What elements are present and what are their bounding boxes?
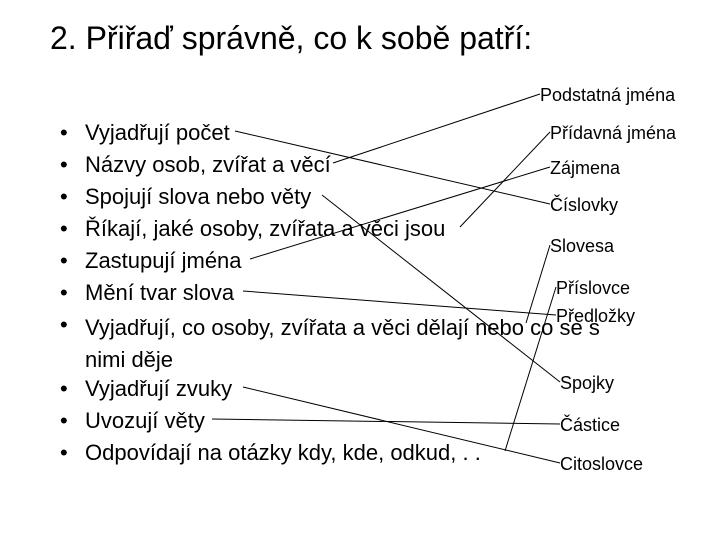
right-item: Částice [560,415,620,436]
bullet: • [60,216,68,242]
left-item: Mění tvar slova [85,280,234,306]
right-item: Číslovky [550,195,618,216]
bullet: • [60,248,68,274]
bullet: • [60,376,68,402]
left-item: Názvy osob, zvířat a věcí [85,152,331,178]
bullet: • [60,280,68,306]
left-item: Vyjadřují počet [85,120,230,146]
left-item: Říkají, jaké osoby, zvířata a věci jsou [85,216,445,242]
matching-diagram: 2. Přiřaď správně, co k sobě patří: • Vyj… [0,0,720,540]
right-item: Slovesa [550,236,614,257]
right-item: Podstatná jména [540,85,675,106]
bullet: • [60,408,68,434]
left-item: Spojují slova nebo věty [85,184,311,210]
bullet: • [60,184,68,210]
right-item: Předložky [556,306,635,327]
right-item: Zájmena [550,158,620,179]
page-title: 2. Přiřaď správně, co k sobě patří: [50,20,532,57]
left-item: Odpovídají na otázky kdy, kde, odkud, . … [85,440,481,466]
left-item: Uvozují věty [85,408,205,434]
right-item: Citoslovce [560,454,643,475]
right-item: Příslovce [556,278,630,299]
bullet: • [60,120,68,146]
bullet: • [60,312,68,338]
bullet: • [60,152,68,178]
right-item: Přídavná jména [550,123,676,144]
bullet: • [60,440,68,466]
right-item: Spojky [560,373,614,394]
left-item: Vyjadřují zvuky [85,376,232,402]
left-item: Zastupují jména [85,248,242,274]
